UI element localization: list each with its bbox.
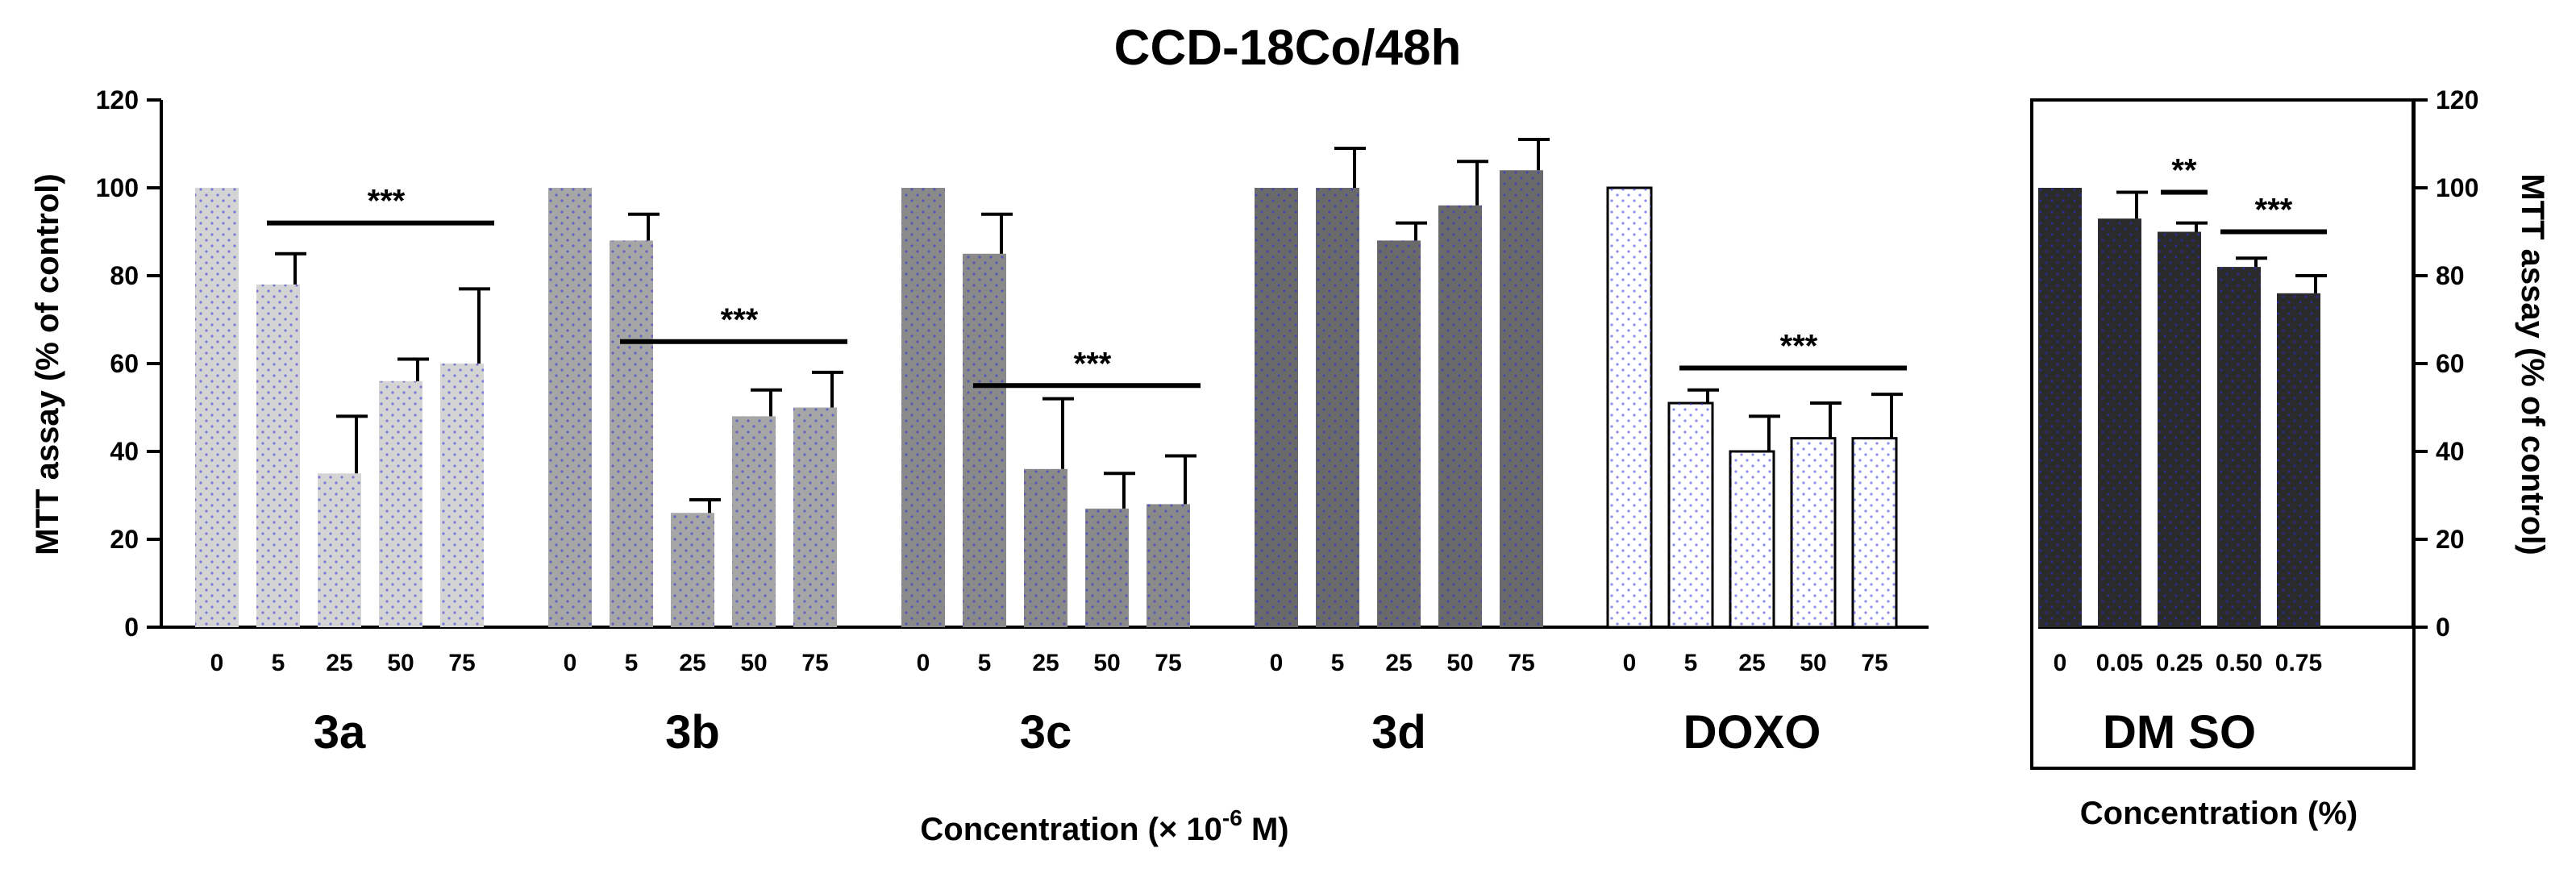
- significance-label: ***: [1074, 346, 1112, 381]
- x-tick-label: 0: [564, 650, 577, 676]
- group-label: 3c: [1020, 706, 1072, 759]
- x-axis-label-dmso: Concentration (%): [2080, 796, 2358, 831]
- bar-texture: [1024, 468, 1067, 627]
- y-axis-label-right: MTT assay (% of control): [2515, 173, 2550, 555]
- x-tick-label: 0: [1270, 650, 1284, 676]
- y-tick-label-right: 120: [2436, 85, 2478, 114]
- bar-texture: [1377, 240, 1421, 627]
- x-tick-label: 0.25: [2156, 650, 2203, 676]
- x-tick-label: 0: [1623, 650, 1637, 676]
- y-tick-label-right: 60: [2436, 349, 2465, 378]
- x-tick-label: 25: [1032, 650, 1059, 676]
- x-tick-label: 75: [801, 650, 828, 676]
- bar-texture: [1500, 170, 1543, 627]
- y-tick-label-left: 0: [124, 613, 139, 642]
- bar-texture: [963, 253, 1006, 627]
- group-label: DOXO: [1683, 706, 1821, 759]
- x-tick-label: 5: [1684, 650, 1698, 676]
- significance-label: ***: [2255, 193, 2293, 228]
- bar-texture: [1608, 188, 1651, 627]
- y-tick-label-left: 80: [110, 261, 139, 290]
- y-axis-label-left: MTT assay (% of control): [30, 173, 65, 555]
- y-tick-label-left: 40: [110, 437, 139, 466]
- y-tick-label-left: 120: [96, 85, 139, 114]
- group-label: 3b: [665, 706, 720, 759]
- x-tick-label: 75: [1861, 650, 1887, 676]
- bar-texture: [2098, 218, 2141, 627]
- x-tick-label: 25: [1738, 650, 1765, 676]
- x-tick-label: 25: [679, 650, 705, 676]
- x-tick-label: 50: [1093, 650, 1120, 676]
- x-tick-label: 25: [1385, 650, 1412, 676]
- y-tick-label-right: 80: [2436, 261, 2465, 290]
- bar-texture: [1853, 438, 1896, 627]
- bar-texture: [793, 407, 837, 627]
- bar-texture: [901, 188, 945, 627]
- x-tick-label: 5: [272, 650, 285, 676]
- bar-texture: [318, 473, 361, 627]
- bar-texture: [1438, 205, 1482, 628]
- x-tick-label: 0: [2054, 650, 2067, 676]
- x-tick-label: 5: [625, 650, 639, 676]
- bar-texture: [1147, 504, 1190, 627]
- x-tick-label: 0.50: [2216, 650, 2262, 676]
- y-tick-label-right: 20: [2436, 525, 2465, 554]
- x-tick-label: 75: [1155, 650, 1181, 676]
- significance-label: **: [2171, 152, 2197, 188]
- y-tick-label-right: 40: [2436, 437, 2465, 466]
- bar-texture: [732, 416, 776, 627]
- y-tick-label-left: 60: [110, 349, 139, 378]
- bar-texture: [2038, 188, 2082, 627]
- x-tick-label: 75: [1508, 650, 1534, 676]
- x-tick-label: 5: [978, 650, 992, 676]
- bar-texture: [195, 188, 239, 627]
- bar-texture: [2158, 231, 2201, 627]
- x-tick-label: 50: [740, 650, 767, 676]
- x-axis-label-main-text: Concentration (× 10: [920, 812, 1222, 847]
- bar-texture: [256, 284, 300, 627]
- x-tick-label: 0.75: [2275, 650, 2322, 676]
- bar-texture: [1669, 403, 1712, 627]
- bar-texture: [1316, 188, 1359, 627]
- chart-title: CCD-18Co/48h: [1114, 20, 1462, 76]
- group-label: 3a: [314, 706, 366, 759]
- significance-label: ***: [1780, 328, 1818, 364]
- bar-texture: [1255, 188, 1298, 627]
- y-tick-label-right: 100: [2436, 173, 2478, 202]
- x-tick-label: 0.05: [2096, 650, 2143, 676]
- significance-label: ***: [721, 302, 759, 338]
- x-tick-label: 25: [326, 650, 352, 676]
- significance-label: ***: [368, 184, 406, 219]
- y-tick-label-left: 100: [96, 173, 139, 202]
- x-tick-label: 75: [448, 650, 475, 676]
- x-tick-label: 0: [210, 650, 224, 676]
- bar-texture: [379, 380, 422, 627]
- x-axis-label-unit: M): [1242, 812, 1289, 847]
- bar-texture: [548, 188, 592, 627]
- bar-texture: [440, 364, 484, 627]
- x-tick-label: 0: [917, 650, 930, 676]
- x-axis-label-main: Concentration (× 10-6 M): [920, 805, 1288, 847]
- x-tick-label: 50: [1446, 650, 1473, 676]
- bar-texture: [1792, 438, 1835, 627]
- x-tick-label: 50: [1800, 650, 1826, 676]
- group-label: 3d: [1371, 706, 1426, 759]
- x-tick-label: 50: [387, 650, 414, 676]
- bar-texture: [671, 513, 714, 627]
- bar-texture: [2217, 267, 2261, 627]
- x-tick-label: 5: [1331, 650, 1345, 676]
- x-axis-label-exponent: -6: [1222, 805, 1242, 830]
- bar-texture: [1730, 451, 1774, 627]
- bar-texture: [1085, 508, 1129, 627]
- bar-texture: [2277, 293, 2320, 627]
- marks-layer: [195, 138, 2327, 629]
- group-label: DM SO: [2103, 706, 2256, 759]
- y-tick-label-right: 0: [2436, 613, 2450, 642]
- y-tick-label-left: 20: [110, 525, 139, 554]
- bar-texture: [610, 240, 653, 627]
